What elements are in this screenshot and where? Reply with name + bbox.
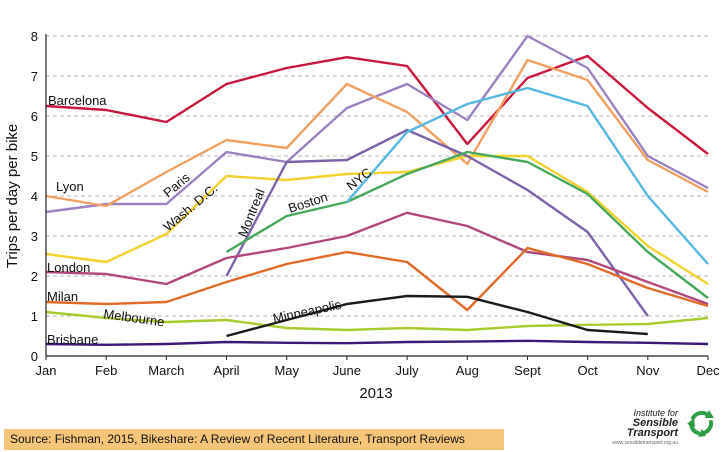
logo-text: Institute for Sensible Transport www.sen…	[602, 408, 678, 448]
series-line-lyon	[45, 58, 709, 208]
series-label-milan: Milan	[47, 289, 78, 304]
series-line-montreal	[225, 128, 649, 317]
series-label-lyon: Lyon	[56, 179, 84, 194]
logo-line1: Institute for	[633, 408, 678, 418]
series-lines	[45, 34, 709, 346]
series-label-melbourne: Melbourne	[103, 306, 166, 329]
y-tick-label: 4	[31, 189, 38, 204]
y-tick-label: 3	[31, 229, 38, 244]
grid-lines	[46, 35, 708, 317]
x-tick-label: May	[274, 363, 299, 378]
x-tick-label: Nov	[636, 363, 660, 378]
institute-logo[interactable]: Institute for Sensible Transport www.sen…	[602, 404, 720, 448]
axes	[45, 34, 709, 360]
line-chart: 0 1 2 3 4 5 6 7 8 Jan Feb March April May June July Aug…	[4, 29, 721, 402]
x-axis-title: 2013	[359, 385, 392, 402]
y-tick-label: 1	[31, 309, 38, 324]
x-tick-label: July	[396, 363, 420, 378]
x-tick-label: Sept	[514, 363, 541, 378]
x-tick-label: Dec	[696, 363, 720, 378]
series-line-boston	[225, 150, 709, 299]
series-line-minneapolis	[226, 294, 648, 338]
series-line-paris	[45, 34, 709, 214]
y-tick-label: 8	[31, 29, 38, 44]
x-tick-label: Aug	[456, 363, 479, 378]
series-line-milan	[45, 246, 709, 312]
logo-url: www.sensibletransport.org.au	[612, 440, 678, 446]
y-tick-label: 6	[31, 109, 38, 124]
series-line-nyc	[345, 86, 709, 265]
series-line-melbourne	[45, 310, 709, 332]
y-tick-label: 5	[31, 149, 38, 164]
y-axis-title: Trips per day per bike	[4, 124, 21, 269]
x-tick-label: March	[148, 363, 184, 378]
series-line-london	[45, 211, 709, 306]
source-citation: Source: Fishman, 2015, Bikeshare: A Revi…	[4, 429, 504, 450]
series-line-barcelona	[45, 54, 709, 155]
series-label-minneapolis: Minneapolis	[272, 297, 343, 326]
y-tick-labels: 0 1 2 3 4 5 6 7 8	[31, 29, 38, 364]
x-tick-label: Oct	[578, 363, 599, 378]
series-label-barcelona: Barcelona	[48, 93, 107, 108]
x-tick-label: Jan	[36, 363, 57, 378]
x-tick-label: June	[333, 363, 361, 378]
x-tick-label: Feb	[95, 363, 117, 378]
y-tick-label: 2	[31, 269, 38, 284]
y-tick-label: 7	[31, 69, 38, 84]
y-tick-label: 0	[31, 349, 38, 364]
series-label-brisbane: Brisbane	[47, 332, 98, 347]
x-tick-labels: Jan Feb March April May June July Aug Sept Oct Nov…	[36, 363, 721, 378]
recycle-arrows-icon	[687, 410, 714, 437]
logo-line2: Sensible Transport	[626, 417, 678, 439]
series-label-london: London	[47, 260, 90, 275]
x-tick-label: April	[214, 363, 240, 378]
series-line-brisbane	[45, 339, 709, 346]
series-line-wash-d-c	[45, 154, 709, 286]
